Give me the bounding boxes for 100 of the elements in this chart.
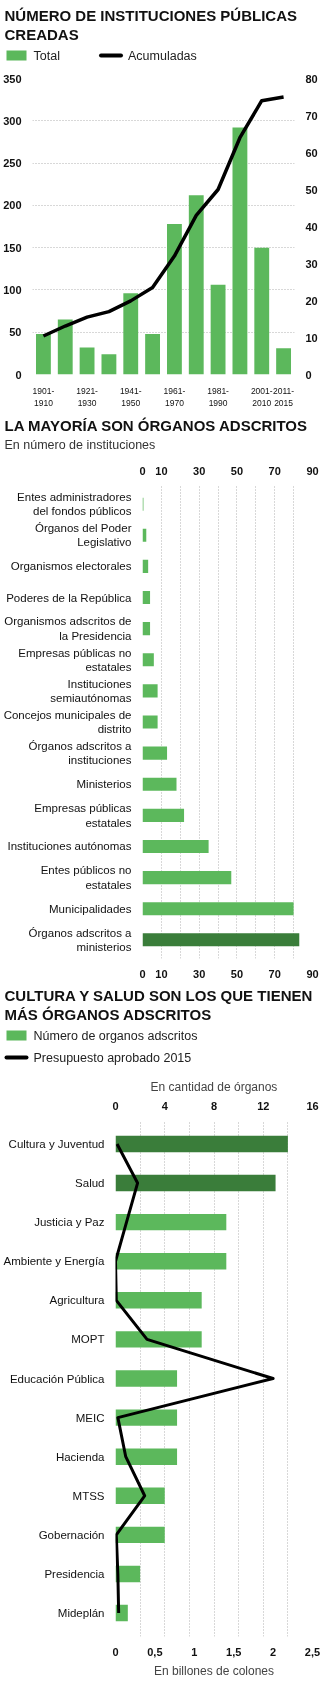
y-tick-label: 150 <box>3 241 22 254</box>
y-tick-label: Órganos adscritos a ministerios <box>28 926 133 954</box>
x-axis-title: En billones de colones <box>153 1663 275 1678</box>
x2-tick-label: 12 <box>257 1099 270 1112</box>
x-tick-label: 10 <box>155 464 168 477</box>
y-tick-label: Ministerios <box>76 778 132 791</box>
legend-label: Acumuladas <box>128 48 197 63</box>
y-tick-label: 100 <box>3 283 22 296</box>
y-tick-label: Órganos del Poder Legislativo <box>34 522 132 549</box>
bar <box>142 622 151 636</box>
y2-tick-label: 50 <box>305 183 318 196</box>
x-tick-label: 2001-2010 <box>250 385 273 408</box>
bar <box>57 319 73 375</box>
y2-tick-label: 80 <box>305 72 318 85</box>
y2-tick-label: 40 <box>305 220 318 233</box>
x2-tick-label: 50 <box>230 967 244 980</box>
chart-title: LA MAYORÍA SON ÓRGANOS ADSCRITOS <box>4 416 308 434</box>
bar <box>166 223 182 375</box>
bar <box>35 333 51 375</box>
bar <box>123 293 139 375</box>
x2-tick-label: 16 <box>306 1099 319 1112</box>
y2-tick-label: 0 <box>305 368 312 381</box>
bar <box>142 871 232 885</box>
y-tick-label: Cultura y Juventud <box>8 1137 105 1150</box>
y-tick-label: MEIC <box>75 1411 105 1424</box>
y-tick-label: Educación Pública <box>9 1372 106 1385</box>
x2-tick-label: 4 <box>161 1099 169 1112</box>
y-tick-label: Órganos adscritos a instituciones <box>28 739 133 767</box>
x-tick-label: 50 <box>230 464 244 477</box>
x-tick-label: 1981-1990 <box>207 385 230 408</box>
bar <box>142 746 168 760</box>
bar <box>142 808 185 822</box>
y-tick-label: Entes públicos no estatales <box>40 864 132 891</box>
y-tick-label: 200 <box>3 199 22 212</box>
x-tick-label: 30 <box>193 464 206 477</box>
y2-tick-label: 10 <box>305 331 318 344</box>
bar <box>79 347 95 375</box>
x2-tick-label: 30 <box>193 967 206 980</box>
x-tick-label: 0 <box>139 464 146 477</box>
bar <box>145 333 161 375</box>
x-tick-label: 1921-1930 <box>76 385 99 408</box>
y-tick-label: Ambiente y Energía <box>3 1255 106 1268</box>
legend-label: Presupuesto aprobado 2015 <box>33 1050 192 1065</box>
bar <box>142 715 158 729</box>
y2-tick-label: 30 <box>305 257 318 270</box>
x2-tick-label: 10 <box>155 967 168 980</box>
bar <box>232 127 248 375</box>
chart-subtitle: En número de instituciones <box>4 437 156 452</box>
x2-axis-title: En cantidad de órganos <box>150 1079 278 1094</box>
y2-tick-label: 20 <box>305 294 318 307</box>
y-tick-label: MOPT <box>71 1333 105 1346</box>
x2-tick-label: 70 <box>268 967 281 980</box>
y-tick-label: Justicia y Paz <box>34 1216 105 1229</box>
y-tick-label: Municipalidades <box>49 902 132 915</box>
bar <box>142 933 300 947</box>
y2-tick-label: 70 <box>305 109 318 122</box>
x2-tick-label: 0 <box>139 967 146 980</box>
y-tick-label: Entes administradores del fondos públicos <box>17 490 132 518</box>
bar <box>210 284 226 375</box>
bar <box>142 902 294 916</box>
bar <box>142 839 209 854</box>
x-tick-label: 2,5 <box>304 1645 320 1658</box>
bar <box>101 354 117 375</box>
x-tick-label: 0 <box>112 1645 119 1658</box>
y-tick-label: 350 <box>3 72 22 85</box>
x-tick-label: 1941-1950 <box>119 385 142 408</box>
x-tick-label: 2 <box>270 1645 277 1658</box>
x-tick-label: 1901-1910 <box>32 385 55 408</box>
x-tick-label: 1 <box>191 1645 198 1658</box>
y-tick-label: Poderes de la República <box>6 591 133 604</box>
bar <box>254 247 270 375</box>
x-tick-label: 0,5 <box>147 1645 163 1658</box>
y-tick-label: MTSS <box>72 1489 105 1502</box>
y-tick-label: Organismos electorales <box>10 560 132 573</box>
legend-label: Total <box>33 48 60 63</box>
x-tick-label: 2011-2015 <box>273 385 295 408</box>
bar <box>188 195 204 375</box>
y-tick-label: Empresas públicas estatales <box>34 802 132 829</box>
y-tick-label: Salud <box>75 1177 105 1190</box>
x2-tick-label: 90 <box>306 967 319 980</box>
bar <box>142 653 154 667</box>
y-tick-label: Empresas públicas no estatales <box>18 646 132 673</box>
x-tick-label: 70 <box>268 464 281 477</box>
bar <box>142 777 177 791</box>
y-tick-label: Presidencia <box>44 1567 106 1580</box>
x-tick-label: 1,5 <box>226 1645 242 1658</box>
y-tick-label: Organismos adscritos de la Presidencia <box>4 615 133 642</box>
chart-title: NÚMERO DE INSTITUCIONES PÚBLICAS CREADAS <box>4 6 298 43</box>
line-series <box>41 95 286 338</box>
y-tick-label: Hacienda <box>55 1450 106 1463</box>
x2-tick-label: 0 <box>112 1099 119 1112</box>
bar <box>142 590 151 605</box>
bar <box>142 684 158 698</box>
x2-tick-label: 8 <box>210 1099 218 1112</box>
y-tick-label: Instituciones semiautónomas <box>50 677 132 705</box>
legend-label: Número de organos adscritos <box>33 1028 198 1043</box>
x-tick-label: 1961-1970 <box>163 385 186 408</box>
y-tick-label: Gobernación <box>38 1528 105 1541</box>
y2-tick-label: 60 <box>305 146 318 159</box>
y-tick-label: Instituciones autónomas <box>7 840 132 853</box>
